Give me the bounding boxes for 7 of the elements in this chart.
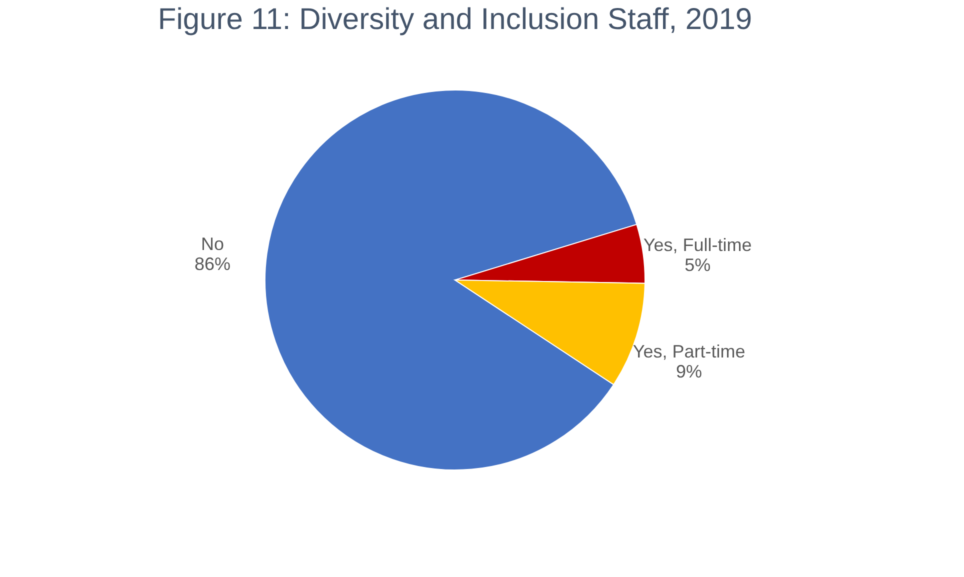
slice-label: Yes, Part-time [632,341,746,362]
slice-label: Yes, Full-time [643,234,752,255]
data-label: 9% [676,361,702,382]
slice-label: No [200,234,224,254]
data-label: 5% [684,254,711,275]
data-label: 86% [194,254,231,274]
chart-title: Figure 11: Diversity and Inclusion Staff, 2019 [158,3,752,36]
